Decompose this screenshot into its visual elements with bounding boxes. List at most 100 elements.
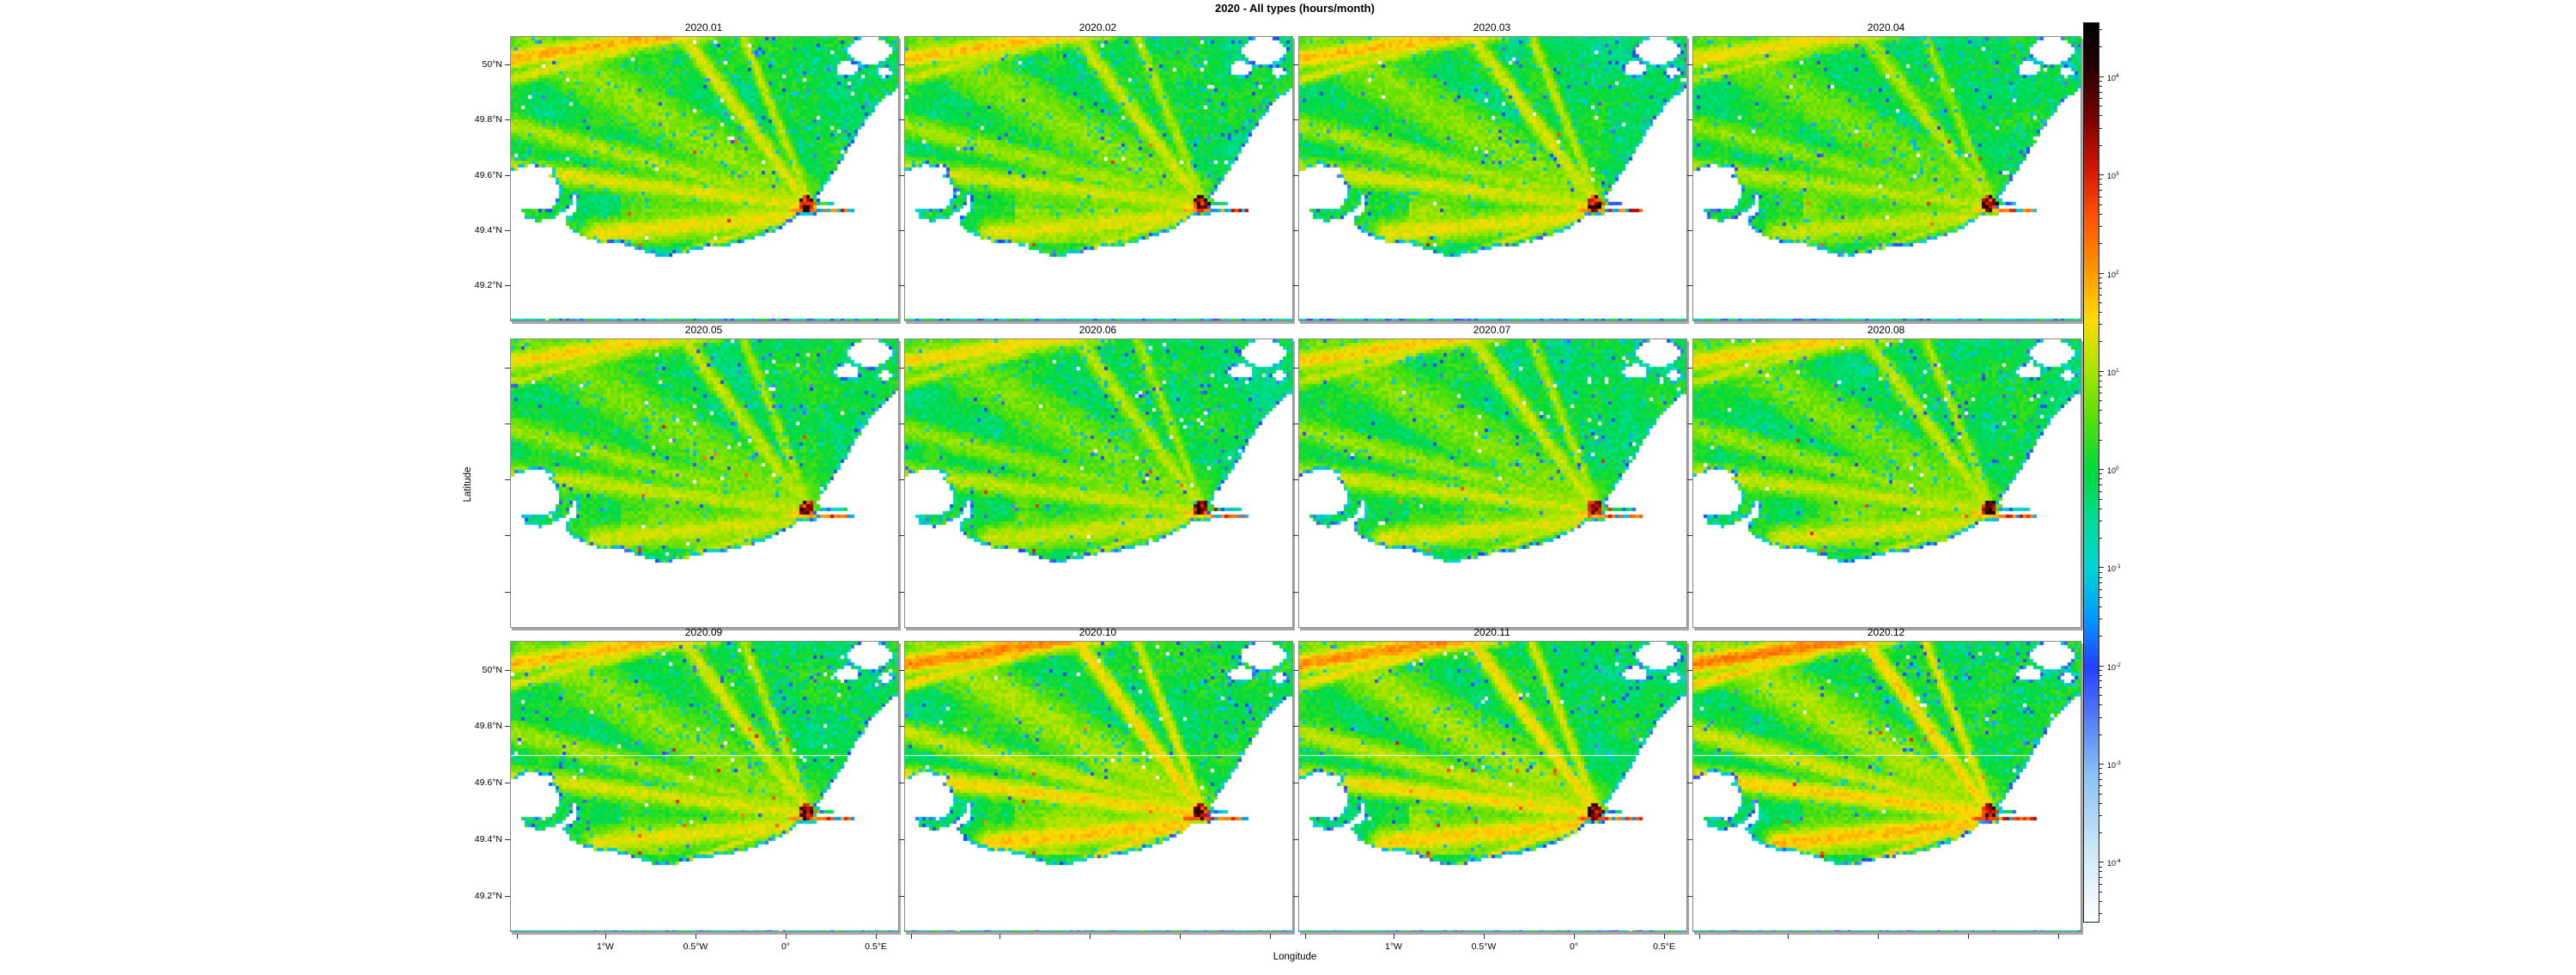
y-tick bbox=[899, 479, 904, 480]
colorbar-minor-tick bbox=[2099, 288, 2102, 289]
colorbar-exponent: 2 bbox=[2116, 270, 2119, 276]
panel-title-2020.05: 2020.05 bbox=[684, 324, 723, 336]
heatmap-canvas-2020.12 bbox=[1693, 642, 2081, 931]
map-panel-2020.07 bbox=[1298, 338, 1687, 628]
colorbar-minor-tick bbox=[2099, 794, 2102, 795]
y-tick-label: 49.4°N bbox=[474, 225, 502, 235]
y-tick bbox=[1687, 839, 1692, 840]
colorbar-minor-tick bbox=[2099, 179, 2102, 180]
colorbar-minor-tick bbox=[2099, 473, 2102, 474]
colorbar-tick-label: 10-1 bbox=[2107, 564, 2121, 573]
y-tick bbox=[899, 230, 904, 231]
y-tick bbox=[1687, 592, 1692, 593]
x-tick-label: 1°W bbox=[597, 941, 614, 952]
y-tick bbox=[899, 285, 904, 286]
colorbar-exponent: 3 bbox=[2116, 171, 2119, 177]
y-tick-label: 50°N bbox=[482, 59, 502, 70]
colorbar-minor-tick bbox=[2099, 184, 2102, 185]
heatmap-canvas-2020.05 bbox=[511, 339, 898, 627]
y-tick bbox=[505, 896, 510, 897]
colorbar-minor-tick bbox=[2099, 86, 2102, 87]
heatmap-canvas-2020.11 bbox=[1299, 642, 1686, 931]
colorbar-minor-tick bbox=[2099, 499, 2102, 500]
colorbar-minor-tick bbox=[2099, 803, 2102, 804]
panel-title-2020.02: 2020.02 bbox=[1078, 21, 1117, 34]
x-tick-label: 0.5°W bbox=[1471, 941, 1497, 952]
map-panel-2020.06 bbox=[904, 338, 1293, 628]
colorbar-minor-tick bbox=[2099, 204, 2102, 205]
colorbar-tick-label: 10-2 bbox=[2107, 662, 2121, 672]
y-tick bbox=[1687, 670, 1692, 671]
colorbar-exponent: 1 bbox=[2116, 368, 2119, 374]
y-tick bbox=[899, 839, 904, 840]
panel-title-2020.11: 2020.11 bbox=[1473, 626, 1510, 638]
colorbar-exponent: -1 bbox=[2116, 564, 2121, 570]
map-panel-2020.02 bbox=[904, 36, 1293, 321]
heatmap-canvas-2020.01 bbox=[511, 37, 898, 320]
colorbar-major-tick bbox=[2099, 469, 2104, 470]
map-panel-2020.11 bbox=[1298, 641, 1687, 932]
x-tick bbox=[1305, 934, 1306, 939]
colorbar-minor-tick bbox=[2099, 577, 2102, 578]
x-tick bbox=[1270, 934, 1271, 939]
colorbar-minor-tick bbox=[2099, 815, 2102, 816]
y-tick-label: 49.6°N bbox=[474, 777, 502, 788]
panel-title-2020.04: 2020.04 bbox=[1867, 21, 1905, 34]
panel-title-2020.08: 2020.08 bbox=[1867, 324, 1905, 336]
y-tick bbox=[899, 535, 904, 536]
y-tick bbox=[1687, 230, 1692, 231]
colorbar-major-tick bbox=[2099, 174, 2104, 175]
colorbar-tick-label: 104 bbox=[2107, 73, 2119, 82]
colorbar-minor-tick bbox=[2099, 115, 2102, 116]
y-tick-label: 49.2°N bbox=[474, 280, 502, 290]
colorbar-minor-tick bbox=[2099, 636, 2102, 637]
map-panel-2020.05 bbox=[510, 338, 899, 628]
colorbar-minor-tick bbox=[2099, 572, 2102, 573]
y-tick bbox=[505, 368, 510, 369]
y-tick bbox=[1293, 535, 1298, 536]
colorbar-minor-tick bbox=[2099, 29, 2102, 30]
x-tick bbox=[1664, 934, 1665, 939]
x-tick bbox=[1968, 934, 1969, 939]
colorbar-minor-tick bbox=[2099, 375, 2102, 376]
colorbar-minor-tick bbox=[2099, 538, 2102, 539]
x-tick bbox=[1574, 934, 1575, 939]
colorbar-exponent: 0 bbox=[2116, 466, 2119, 472]
y-tick-label: 49.8°N bbox=[474, 114, 502, 125]
y-tick bbox=[1687, 175, 1692, 176]
colorbar-minor-tick bbox=[2099, 867, 2102, 868]
colorbar-exponent: -4 bbox=[2116, 858, 2121, 864]
y-tick-label: 50°N bbox=[482, 665, 502, 675]
colorbar-minor-tick bbox=[2099, 324, 2102, 325]
colorbar-minor-tick bbox=[2099, 779, 2102, 780]
y-tick bbox=[1687, 368, 1692, 369]
x-tick bbox=[1878, 934, 1879, 939]
colorbar-minor-tick bbox=[2099, 98, 2102, 99]
y-tick bbox=[1293, 896, 1298, 897]
colorbar-minor-tick bbox=[2099, 901, 2102, 902]
y-tick bbox=[505, 839, 510, 840]
panel-title-2020.01: 2020.01 bbox=[684, 21, 723, 34]
y-axis-label: Latitude bbox=[463, 466, 473, 503]
x-tick bbox=[786, 934, 787, 939]
colorbar-minor-tick bbox=[2099, 277, 2102, 278]
x-tick bbox=[1484, 934, 1485, 939]
x-tick-label: 0° bbox=[1569, 941, 1579, 952]
colorbar-minor-tick bbox=[2099, 491, 2102, 492]
colorbar-minor-tick bbox=[2099, 675, 2102, 676]
y-tick bbox=[1293, 175, 1298, 176]
colorbar-minor-tick bbox=[2099, 341, 2102, 342]
y-tick bbox=[1293, 726, 1298, 727]
y-tick bbox=[505, 670, 510, 671]
y-tick bbox=[899, 175, 904, 176]
y-tick bbox=[505, 479, 510, 480]
colorbar-minor-tick bbox=[2099, 478, 2102, 479]
y-tick bbox=[899, 896, 904, 897]
y-tick bbox=[505, 64, 510, 65]
y-tick bbox=[899, 592, 904, 593]
map-panel-2020.08 bbox=[1692, 338, 2081, 628]
colorbar-minor-tick bbox=[2099, 734, 2102, 735]
colorbar-major-tick bbox=[2099, 567, 2104, 568]
heatmap-canvas-2020.07 bbox=[1299, 339, 1686, 627]
y-tick bbox=[505, 119, 510, 120]
